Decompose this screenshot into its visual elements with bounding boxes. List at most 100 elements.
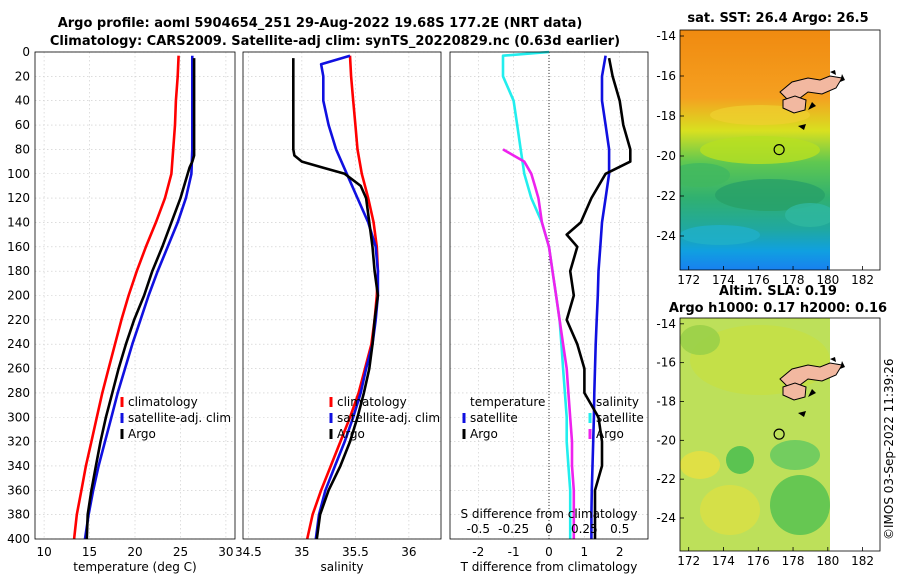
- sst-frame: [679, 29, 881, 271]
- sst-blob: [680, 163, 730, 187]
- series-argo: [291, 58, 380, 540]
- y-tick-label: 380: [7, 508, 30, 522]
- legend-t-argo: Argo: [470, 427, 498, 441]
- map-x-tick-label: 180: [816, 554, 839, 568]
- x-tick-label: 36: [401, 545, 416, 559]
- sst-nodata: [830, 30, 880, 270]
- map-x-tick-label: 172: [677, 554, 700, 568]
- map-x-tick-label: 178: [782, 273, 805, 287]
- x-tick-label: 30: [218, 545, 233, 559]
- difference-xlabel: T difference from climatology: [460, 560, 638, 574]
- sla-blob: [680, 451, 720, 479]
- legend-climatology: climatology: [128, 395, 198, 409]
- salinity-xticks: 34.5 35 35.5 36: [235, 545, 417, 559]
- map-x-tick-label: 182: [851, 273, 874, 287]
- map-x-tick-label: 178: [782, 554, 805, 568]
- map-y-tick-label: -24: [656, 229, 676, 243]
- sla-map-title-line2: Argo h1000: 0.17 h2000: 0.16: [669, 301, 887, 316]
- y-tick-label: 320: [7, 435, 30, 449]
- y-tick-label: 0: [22, 45, 30, 59]
- legend-temperature-title: temperature: [470, 395, 545, 409]
- depth-yticks: 0 20 40 60 80 100 120 140 160 180 200 220 240 260 280 3…: [7, 45, 30, 546]
- map-x-tick-label: 174: [712, 273, 735, 287]
- legend-argo: Argo: [128, 427, 156, 441]
- imos-watermark: ©IMOS 03-Sep-2022 11:39:26: [882, 358, 896, 540]
- map-y-tick-label: -22: [656, 189, 676, 203]
- y-tick-label: 120: [7, 191, 30, 205]
- sst-map-title: sat. SST: 26.4 Argo: 26.5: [687, 11, 868, 26]
- temperature-grid: [35, 51, 235, 540]
- difference-legend: temperature satellite Argo salinity sate…: [462, 395, 644, 441]
- map-y-tick-label: -14: [656, 29, 676, 43]
- fiji-islands: [779, 70, 845, 130]
- y-tick-label: 300: [7, 410, 30, 424]
- map-x-tick-label: 174: [712, 554, 735, 568]
- y-tick-label: 60: [15, 118, 30, 132]
- x-tick-label: 1: [581, 545, 589, 559]
- map-y-tick-label: -14: [656, 317, 676, 331]
- argo-position-marker: [773, 144, 785, 156]
- x-tick-label: 20: [127, 545, 142, 559]
- y-tick-label: 200: [7, 289, 30, 303]
- sla-blob: [700, 485, 760, 535]
- difference-frame: [449, 51, 649, 540]
- y-tick-label: 260: [7, 362, 30, 376]
- map-y-tick-label: -16: [656, 69, 676, 83]
- series-s-argo: [565, 57, 632, 539]
- salinity-grid: [243, 51, 441, 540]
- y-tick-label: 280: [7, 386, 30, 400]
- y-tick-label: 360: [7, 483, 30, 497]
- x-tick-label: 25: [173, 545, 188, 559]
- y-tick-label: 240: [7, 337, 30, 351]
- x-tick-label: 34.5: [235, 545, 262, 559]
- title-line1: Argo profile: aoml 5904654_251 29-Aug-20…: [58, 16, 583, 31]
- y-tick-label: 40: [15, 94, 30, 108]
- map-x-tick-label: 176: [747, 554, 770, 568]
- sst-blob: [700, 136, 820, 164]
- y-tick-label: 80: [15, 142, 30, 156]
- salinity-xlabel: salinity: [320, 560, 363, 574]
- map-y-tick-label: -20: [656, 433, 676, 447]
- temperature-panel: 10 15 20 25 30 0 20 40 60 80 100 120 140 160 180 200 22…: [7, 45, 236, 574]
- temperature-xlabel: temperature (deg C): [73, 560, 196, 574]
- map-y-tick-label: -18: [656, 394, 676, 408]
- title-line2: Climatology: CARS2009. Satellite-adj cli…: [50, 34, 620, 49]
- x-tick-label: 2: [616, 545, 624, 559]
- s-tick-label: 0: [545, 522, 553, 536]
- series-climatology: [72, 55, 180, 540]
- x-tick-label: 0: [545, 545, 553, 559]
- x-tick-label: 15: [82, 545, 97, 559]
- y-tick-label: 400: [7, 532, 30, 546]
- sla-map-panel: Altim. SLA: 0.19 Argo h1000: 0.17 h2000:…: [656, 284, 887, 568]
- map-x-tick-label: 182: [851, 554, 874, 568]
- sst-blob: [785, 203, 830, 227]
- map-y-tick-label: -22: [656, 472, 676, 486]
- salinity-frame: [242, 51, 442, 540]
- sst-blob: [710, 105, 810, 125]
- sla-axis-ticks: 172 174 176 178 180 182 -14 -16 -18 -20 -22 -24: [656, 317, 874, 568]
- sla-frame: [679, 317, 881, 552]
- s-difference-ticks: -0.5 -0.25 0 0.25 0.5: [467, 522, 630, 536]
- argo-position-marker: [773, 428, 785, 440]
- y-tick-label: 20: [15, 69, 30, 83]
- temperature-series: [72, 55, 196, 540]
- series-satellite-adj-clim: [83, 55, 194, 540]
- map-y-tick-label: -18: [656, 109, 676, 123]
- map-y-tick-label: -16: [656, 356, 676, 370]
- s-tick-label: 0.25: [571, 522, 598, 536]
- x-tick-label: 35: [294, 545, 309, 559]
- sla-nodata: [830, 318, 880, 551]
- y-tick-label: 340: [7, 459, 30, 473]
- series-satellite-adj-clim: [314, 54, 380, 540]
- s-tick-label: 0.5: [610, 522, 629, 536]
- map-x-tick-label: 172: [677, 273, 700, 287]
- y-tick-label: 140: [7, 215, 30, 229]
- sla-blob: [770, 475, 830, 535]
- legend-argo: Argo: [337, 427, 365, 441]
- sla-map-title-line1: Altim. SLA: 0.19: [719, 284, 837, 299]
- x-tick-label: -2: [472, 545, 484, 559]
- legend-salinity-title: salinity: [596, 395, 639, 409]
- y-tick-label: 160: [7, 240, 30, 254]
- sla-blob: [726, 446, 754, 474]
